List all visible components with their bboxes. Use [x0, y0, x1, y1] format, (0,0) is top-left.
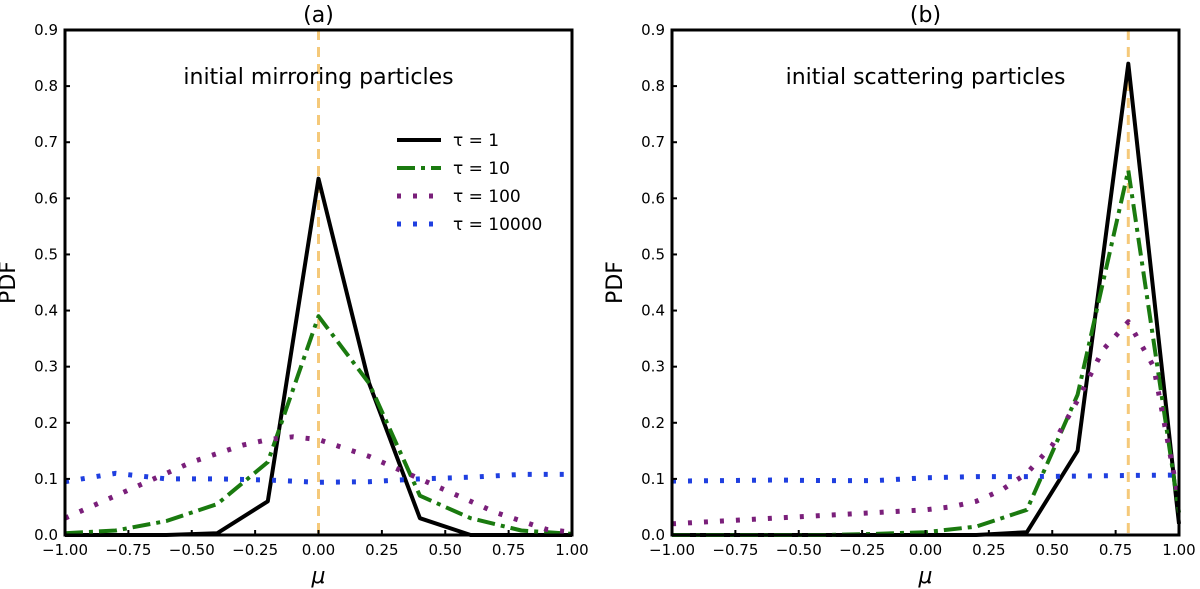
x-tick-label: 0.50: [1036, 541, 1069, 559]
x-tick-label: −1.00: [649, 541, 695, 559]
y-tick-label: 0.9: [34, 21, 58, 39]
x-axis-label: μ: [918, 564, 933, 589]
series-line-1: [64, 314, 573, 536]
y-tick-label: 0.1: [641, 470, 665, 488]
panel-annotation: initial mirroring particles: [183, 65, 453, 90]
x-tick-label: 0.75: [1099, 541, 1132, 559]
series-line-1: [672, 168, 1181, 537]
x-axis-label: μ: [311, 564, 326, 589]
x-tick-label: 0.00: [909, 541, 942, 559]
x-tick-label: 1.00: [555, 541, 588, 559]
y-tick-label: 0.2: [641, 414, 665, 432]
y-tick-label: 0.8: [641, 77, 665, 95]
x-tick-label: −0.50: [169, 541, 215, 559]
y-axis-label: PDF: [603, 261, 628, 304]
panel-title: (b): [910, 3, 941, 28]
y-tick-label: 0.5: [641, 245, 665, 263]
series-line-2: [63, 434, 573, 535]
plot-frame: [670, 28, 1181, 537]
x-tick-label: −0.50: [776, 541, 822, 559]
y-tick-label: 0.4: [34, 302, 58, 320]
legend-label-1: τ = 10: [453, 159, 510, 179]
x-tick-label: −0.75: [712, 541, 758, 559]
y-tick-label: 0.7: [641, 133, 665, 151]
series-line-0: [672, 61, 1181, 537]
y-tick-label: 0.8: [34, 77, 58, 95]
y-tick-label: 0.6: [34, 189, 58, 207]
y-tick-label: 0.1: [34, 470, 58, 488]
y-axis-label: PDF: [0, 261, 21, 304]
x-tick-label: 0.75: [492, 541, 525, 559]
legend: τ = 1 τ = 10 τ = 100 τ = 10000: [397, 131, 542, 235]
x-tick-label: −0.75: [105, 541, 151, 559]
panel-title: (a): [303, 3, 334, 28]
y-tick-label: 0.7: [34, 133, 58, 151]
x-tick-label: −0.25: [232, 541, 278, 559]
y-tick-label: 0.0: [641, 526, 665, 544]
legend-label-2: τ = 100: [453, 187, 521, 207]
y-tick-label: 0.5: [34, 245, 58, 263]
y-tick-label: 0.3: [641, 358, 665, 376]
y-tick-label: 0.4: [641, 302, 665, 320]
y-tick-label: 0.2: [34, 414, 58, 432]
series-line-2: [671, 319, 1182, 527]
x-tick-label: 0.00: [302, 541, 335, 559]
x-tick-label: −1.00: [42, 541, 88, 559]
x-tick-label: −0.25: [839, 541, 885, 559]
series-line-3: [671, 472, 1180, 484]
x-tick-label: 0.25: [365, 541, 398, 559]
y-tick-label: 0.6: [641, 189, 665, 207]
x-tick-label: 1.00: [1162, 541, 1195, 559]
chart-panel-b: −1.00 −0.75 −0.50 −0.25 0.00 0.25 0.50 0.75 1.00…: [603, 3, 1196, 589]
x-tick-label: 0.25: [972, 541, 1005, 559]
y-tick-label: 0.3: [34, 358, 58, 376]
legend-label-3: τ = 10000: [453, 215, 542, 235]
chart-panel-a: −1.00 −0.75 −0.50 −0.25 0.00 0.25 0.50 0.75 1.00…: [0, 3, 589, 589]
panel-annotation: initial scattering particles: [786, 65, 1066, 90]
legend-label-0: τ = 1: [453, 131, 499, 151]
y-tick-label: 0.0: [34, 526, 58, 544]
x-tick-label: 0.50: [429, 541, 462, 559]
y-tick-label: 0.9: [641, 21, 665, 39]
